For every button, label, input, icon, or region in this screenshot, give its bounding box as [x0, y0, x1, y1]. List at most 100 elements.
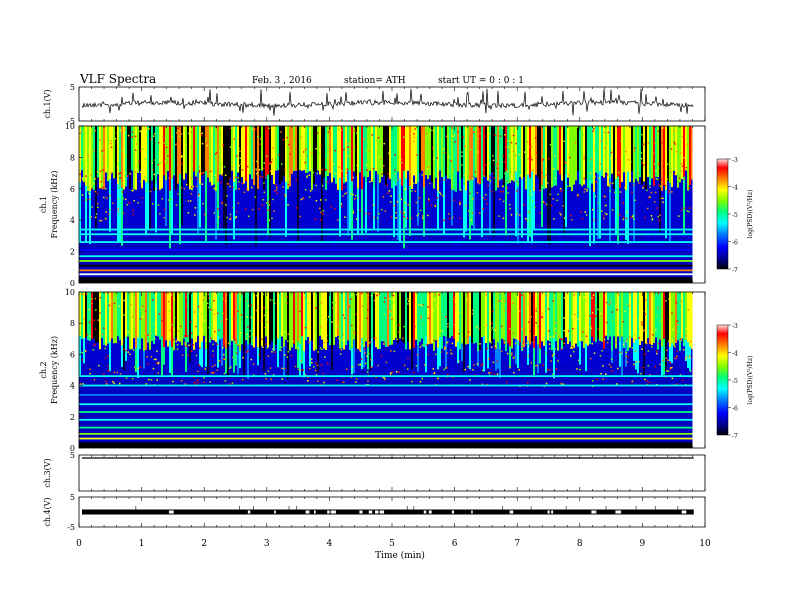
ch2s-speckle [355, 313, 358, 316]
ch2s-speckle [496, 305, 499, 308]
ch2s-speckle [150, 379, 153, 381]
ch2s-cell [379, 292, 381, 349]
ch1s-cell [495, 126, 497, 191]
ch2s-cell [571, 292, 573, 349]
ch2s-cell [125, 336, 127, 361]
ch2s-cell [217, 335, 219, 368]
ch1s-cell [255, 170, 257, 246]
ch4w-trace-gap [305, 510, 310, 514]
ch1s-speckle [648, 174, 650, 176]
ch1s-speckle [515, 142, 517, 145]
ch2s-cell [565, 292, 567, 338]
ch2s-speckle [421, 323, 424, 326]
ch1s-cell [199, 184, 201, 228]
ch2s-cell [189, 341, 191, 363]
ch2s-cell [319, 292, 321, 336]
ch1s-cell [169, 190, 171, 249]
ch2s-speckle [526, 342, 528, 344]
ch1s-speckle [238, 147, 240, 150]
ch1s-speckle [357, 171, 359, 173]
ch2s-speckle [222, 353, 225, 356]
ch1s-speckle [235, 176, 237, 179]
ch2s-speckle [350, 376, 353, 378]
ch2s-cell [249, 292, 251, 344]
ch1s-speckle [506, 169, 508, 171]
ch2s-cell [273, 292, 275, 352]
ch1s-speckle [476, 191, 479, 194]
ch1s-speckle [304, 161, 306, 164]
ch2s-band [79, 403, 693, 406]
ch2s-speckle [449, 335, 451, 337]
ch2s-speckle [91, 302, 93, 305]
ch1s-cell [235, 126, 237, 191]
ch1s-speckle [351, 131, 353, 134]
ch1s-speckle [627, 158, 630, 161]
ch2s-speckle [280, 346, 283, 349]
ch1s-cell [391, 188, 393, 231]
ch2s-cell [305, 292, 307, 341]
ch1s-cell [503, 185, 505, 230]
ch1s-speckle [503, 161, 505, 163]
ch1s-speckle [252, 137, 254, 140]
ch2s-speckle [407, 357, 409, 360]
ch1s-cell [117, 126, 119, 185]
ch2s-speckle [332, 307, 334, 309]
ch2s-cell [177, 341, 179, 363]
ch2s-speckle [634, 334, 636, 336]
ch1s-cell [291, 173, 293, 247]
ch2s-cell [429, 292, 431, 345]
ch2s-speckle [304, 374, 307, 376]
ch2s-cell [93, 338, 95, 367]
ch1s-cell [321, 184, 323, 242]
ch1s-speckle [334, 149, 336, 152]
ch1s-cell [89, 126, 91, 192]
ch1s-cell [527, 126, 529, 175]
ch2s-speckle [113, 371, 116, 374]
ch1s-speckle [203, 171, 205, 174]
ch4-waveform-panel: 5-5ch.4(V) [43, 493, 706, 532]
ch2s-speckle [505, 381, 508, 383]
ch2s-speckle [665, 357, 667, 360]
ch2s-speckle [541, 316, 544, 318]
ch1s-speckle [302, 151, 305, 153]
ch2s-cell [225, 348, 227, 374]
ch2s-speckle [480, 364, 482, 366]
ch2s-speckle [94, 328, 97, 330]
ch1s-speckle [576, 126, 579, 128]
ch2s-speckle [368, 352, 370, 355]
ch2s-cell [337, 292, 339, 337]
ch2s-speckle [327, 362, 329, 365]
ch1s-speckle [300, 198, 303, 201]
ch2s-cell [121, 345, 123, 367]
ch2s-speckle [494, 345, 497, 347]
ch2s-cell [289, 292, 291, 351]
ch1s-speckle [282, 186, 284, 188]
ch1s-cell [665, 126, 667, 190]
ch2s-cell [449, 292, 451, 338]
ch2s-speckle [130, 303, 132, 306]
ch2s-speckle [248, 335, 251, 338]
ch1s-speckle [87, 155, 89, 157]
ch2s-cell [681, 338, 683, 376]
ch2s-speckle [255, 309, 258, 312]
ch2s-speckle [652, 333, 654, 336]
ch1s-speckle [241, 182, 244, 185]
ch2s-cell [81, 292, 83, 340]
ch2s-cell [563, 346, 565, 370]
ch2s-cell [563, 292, 565, 347]
ch1s-cell [353, 126, 355, 172]
ch1s-speckle [91, 206, 93, 208]
ch1s-cell [571, 191, 573, 245]
ch1s-cell [671, 187, 673, 243]
ch1s-cell [313, 126, 315, 184]
ch1s-cell [245, 180, 247, 243]
ch1s-cell [691, 126, 693, 180]
ch2s-speckle [181, 354, 184, 356]
ch2s-speckle [217, 312, 219, 315]
ch1s-cell [133, 189, 135, 228]
ch2s-speckle [143, 305, 145, 307]
ch2s-speckle [561, 338, 563, 341]
ch2s-cell [167, 346, 169, 367]
ch2s-cell [351, 348, 353, 375]
ch2s-speckle [533, 321, 536, 323]
